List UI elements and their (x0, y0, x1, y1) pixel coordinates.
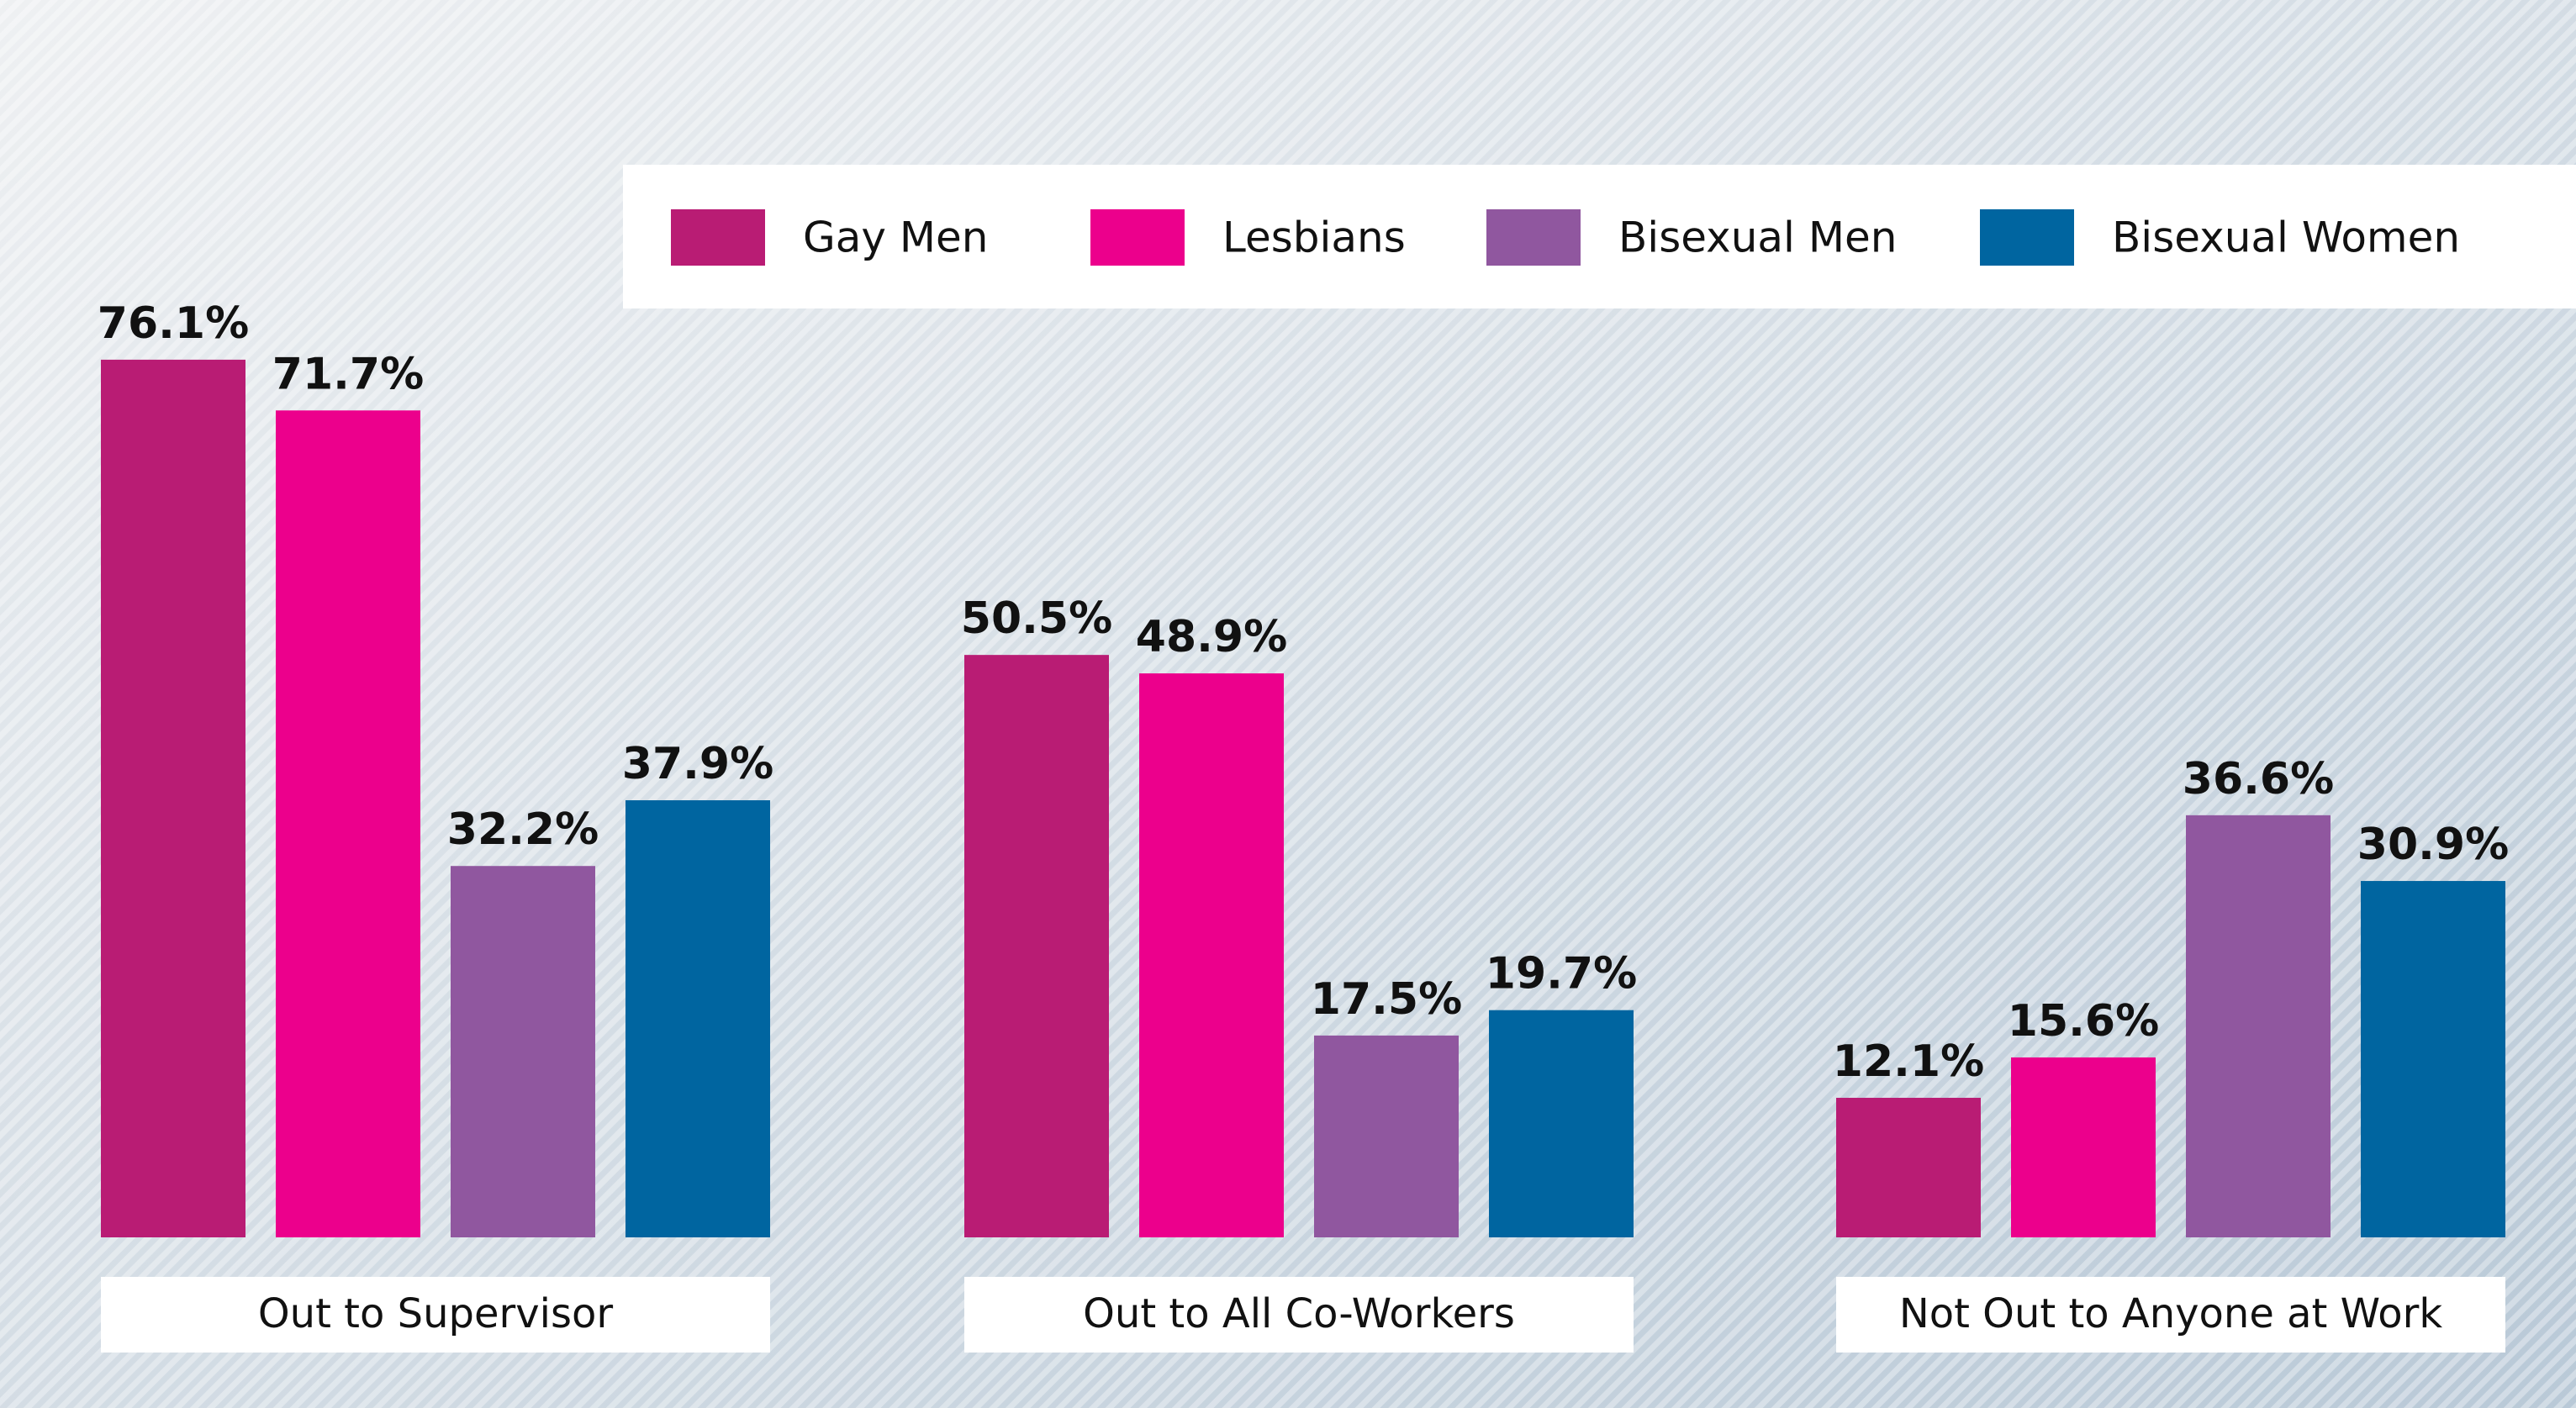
value-label: 19.7% (1486, 949, 1637, 999)
value-label: 12.1% (1833, 1036, 1984, 1087)
value-label: 48.9% (1136, 612, 1287, 662)
value-label: 32.2% (447, 804, 599, 855)
value-label: 76.1% (98, 298, 249, 349)
value-label: 15.6% (2008, 996, 2159, 1047)
category-box (101, 1277, 770, 1353)
bar (451, 866, 595, 1237)
category-label: Out to Supervisor (258, 1290, 613, 1337)
value-label: 71.7% (272, 349, 424, 399)
bar (1489, 1010, 1634, 1237)
bar (276, 410, 420, 1237)
legend-swatch (1980, 209, 2074, 266)
legend-swatch (1486, 209, 1581, 266)
legend-label: Bisexual Women (2112, 214, 2460, 262)
bar (2186, 815, 2331, 1237)
legend-swatch (1090, 209, 1185, 266)
bar (964, 655, 1109, 1237)
legend-box (623, 165, 2576, 308)
category-label: Not Out to Anyone at Work (1899, 1290, 2443, 1337)
bar (626, 800, 770, 1237)
value-label: 17.5% (1311, 974, 1462, 1025)
legend-label: Gay Men (803, 214, 988, 262)
bar (2361, 881, 2505, 1237)
category-box (964, 1277, 1634, 1353)
value-label: 37.9% (622, 739, 773, 789)
category-box (1836, 1277, 2505, 1353)
legend-swatch (671, 209, 765, 266)
value-label: 30.9% (2357, 820, 2509, 870)
legend-label: Bisexual Men (1618, 214, 1897, 262)
bar (101, 359, 245, 1238)
bar (1836, 1097, 1981, 1237)
value-label: 50.5% (961, 593, 1112, 644)
bar (2011, 1057, 2156, 1237)
bar (1139, 673, 1284, 1237)
value-label: 36.6% (2183, 754, 2334, 804)
category-label: Out to All Co-Workers (1083, 1290, 1515, 1337)
legend-label: Lesbians (1222, 214, 1406, 262)
bar (1314, 1035, 1459, 1237)
